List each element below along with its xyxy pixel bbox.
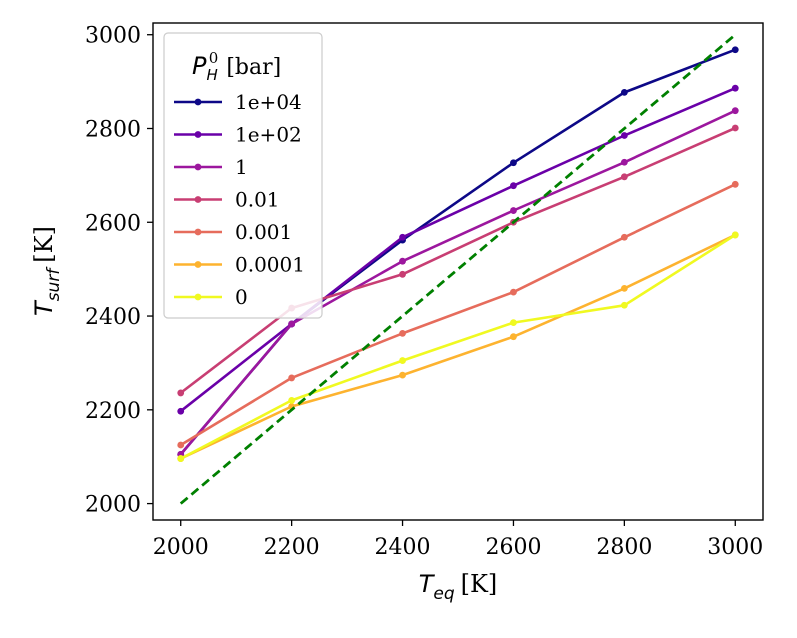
x-tick-label: 2800 [596, 535, 652, 560]
data-point [510, 288, 517, 296]
data-point [399, 233, 406, 241]
x-tick-label: 2000 [153, 535, 209, 560]
data-point [620, 158, 628, 166]
data-point [177, 407, 185, 415]
data-point [288, 397, 296, 404]
x-axis-label: Teq [K] [419, 570, 498, 604]
data-point [288, 320, 296, 328]
legend-item: 0 [174, 285, 248, 309]
series-layer [177, 33, 739, 505]
y-tick-label: 2400 [85, 305, 141, 330]
y-axis-label: Tsurf[K] [30, 226, 64, 316]
x-tick-label: 2600 [485, 535, 541, 560]
data-point [620, 301, 628, 309]
data-point [510, 333, 517, 341]
legend: PH0 [bar] 1e+04 1e+02 1 0.01 0.001 0.0001 0 [163, 32, 323, 319]
legend-marker [194, 163, 202, 171]
data-point [510, 319, 517, 327]
legend-label: 0.01 [235, 188, 280, 212]
series-line [180, 233, 736, 460]
legend-label: 0 [235, 285, 248, 309]
series-line [179, 109, 736, 456]
series-line [180, 233, 736, 460]
data-point [731, 46, 739, 54]
legend-label: 1 [235, 155, 248, 179]
series-1 [177, 107, 739, 458]
data-point [399, 357, 406, 364]
series-line [179, 126, 736, 394]
y-tick-label: 2600 [85, 211, 141, 236]
y-tick-label: 2800 [85, 117, 141, 142]
data-point [177, 455, 185, 462]
data-point [510, 182, 517, 190]
data-point [288, 374, 296, 382]
axes-layer: 2000 2200 2400 2600 2800 3000 2000 2200 2400 2600… [85, 24, 763, 560]
data-point [620, 173, 628, 181]
legend-box [163, 32, 323, 319]
x-tick-label: 3000 [707, 535, 763, 560]
legend-marker [194, 98, 202, 106]
x-tick-label: 2200 [264, 535, 320, 560]
data-point [731, 107, 739, 115]
legend-label: 0.0001 [235, 253, 305, 277]
legend-marker [194, 196, 202, 203]
data-point [731, 231, 739, 239]
data-point [399, 371, 406, 379]
data-point [177, 389, 185, 397]
data-point [399, 270, 406, 278]
y-tick-label: 2200 [85, 399, 141, 424]
series-line [179, 87, 736, 413]
legend-marker [194, 261, 202, 268]
y-tick-label: 3000 [85, 24, 141, 49]
series-0.001 [177, 180, 739, 449]
x-tick-label: 2400 [375, 535, 431, 560]
legend-items: 1e+04 1e+02 1 0.01 0.001 0.0001 0 [174, 90, 305, 309]
data-point [399, 257, 406, 265]
legend-item: 1e+04 [174, 90, 302, 114]
legend-label: 0.001 [235, 220, 292, 244]
legend-marker [194, 228, 202, 236]
data-point [620, 284, 628, 292]
data-point [177, 441, 185, 449]
plot-frame [152, 22, 764, 521]
data-point [731, 84, 739, 92]
data-point [510, 207, 517, 214]
legend-marker [194, 131, 202, 138]
data-point [510, 159, 517, 167]
data-point [620, 233, 628, 241]
reference-line [179, 33, 737, 505]
legend-label: 1e+02 [235, 123, 302, 147]
legend-item: 0.01 [174, 188, 280, 212]
data-point [620, 88, 628, 96]
legend-marker [194, 293, 202, 301]
data-point [620, 132, 628, 139]
series-line [180, 183, 736, 447]
legend-item: 1e+02 [174, 123, 302, 147]
data-point [731, 124, 739, 132]
legend-label: 1e+04 [235, 90, 302, 114]
data-point [731, 180, 739, 188]
y-tick-label: 2000 [85, 493, 141, 518]
legend-item: 0.0001 [174, 253, 305, 277]
legend-item: 1 [174, 155, 248, 179]
legend-title: PH0 [bar] [192, 49, 281, 84]
data-point [399, 329, 406, 337]
legend-item: 0.001 [174, 220, 292, 244]
series-0 [177, 231, 739, 462]
